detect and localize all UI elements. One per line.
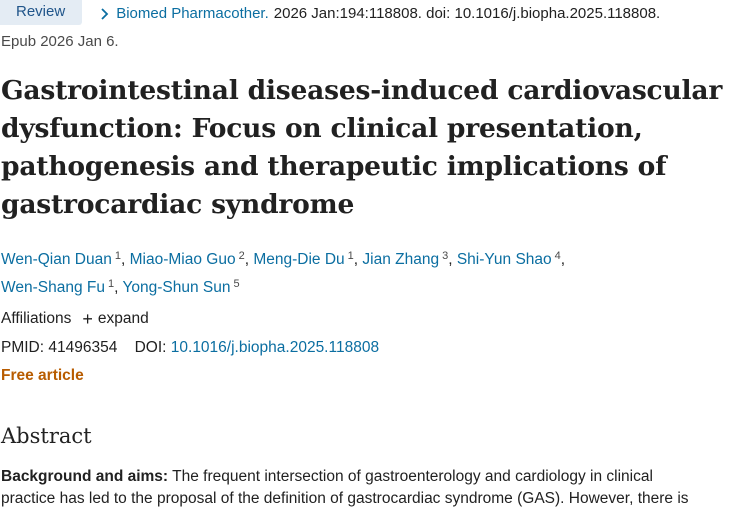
epub-date: Epub 2026 Jan 6.: [1, 33, 119, 50]
abstract-line-1: The frequent intersection of gastroenter…: [172, 468, 653, 485]
pmid-value: 41496354: [48, 339, 118, 356]
abstract-line-2: practice has led to the proposal of the …: [1, 490, 689, 507]
journal-link[interactable]: Biomed Pharmacother.: [100, 5, 269, 22]
abstract-heading: Abstract: [1, 424, 92, 448]
affiliation-number[interactable]: 4: [554, 250, 561, 262]
author-link[interactable]: Jian Zhang 3: [362, 250, 449, 268]
affiliation-number[interactable]: 5: [233, 278, 240, 290]
identifiers-row: PMID: 41496354 DOI: 10.1016/j.biopha.202…: [1, 339, 379, 357]
author-link[interactable]: Shi-Yun Shao 4: [456, 250, 561, 268]
chevron-right-icon: [101, 7, 109, 20]
author-link[interactable]: Miao-Miao Guo 2: [129, 250, 245, 268]
affiliations-row: Affiliations + expand: [1, 310, 149, 328]
author-list: Wen-Qian Duan 1, Miao-Miao Guo 2, Meng-Die…: [1, 250, 566, 296]
abstract-section-label: Background and aims:: [1, 468, 169, 485]
free-article-label: Free article: [1, 367, 84, 384]
abstract-text: Background and aims: The frequent inters…: [1, 466, 750, 510]
affiliation-number[interactable]: 2: [238, 250, 245, 262]
doi-link[interactable]: 10.1016/j.biopha.2025.118808: [170, 339, 380, 356]
citation-details: 2026 Jan:194:118808. doi: 10.1016/j.biop…: [273, 5, 661, 22]
author-link[interactable]: Wen-Qian Duan 1: [1, 250, 121, 268]
author-link[interactable]: Meng-Die Du 1: [253, 250, 354, 268]
affiliations-label: Affiliations: [1, 310, 72, 327]
plus-icon: +: [82, 309, 93, 329]
affiliation-number[interactable]: 1: [347, 250, 354, 262]
citation-row: Review Biomed Pharmacother. 2026 Jan:194…: [0, 0, 660, 27]
expand-affiliations-button[interactable]: + expand: [82, 310, 148, 328]
affiliation-number[interactable]: 1: [114, 250, 121, 262]
affiliation-number[interactable]: 3: [442, 250, 449, 262]
pmid-label: PMID:: [1, 339, 45, 356]
doi-label: DOI:: [134, 339, 167, 356]
publication-type-badge: Review: [0, 0, 83, 25]
author-link[interactable]: Yong-Shun Sun 5: [122, 278, 240, 296]
journal-name[interactable]: Biomed Pharmacother.: [116, 5, 269, 22]
affiliation-number[interactable]: 1: [107, 278, 115, 290]
expand-label[interactable]: expand: [97, 310, 149, 327]
article-title: Gastrointestinal diseases-induced cardio…: [1, 75, 723, 220]
author-link[interactable]: Wen-Shang Fu 1: [1, 278, 115, 296]
